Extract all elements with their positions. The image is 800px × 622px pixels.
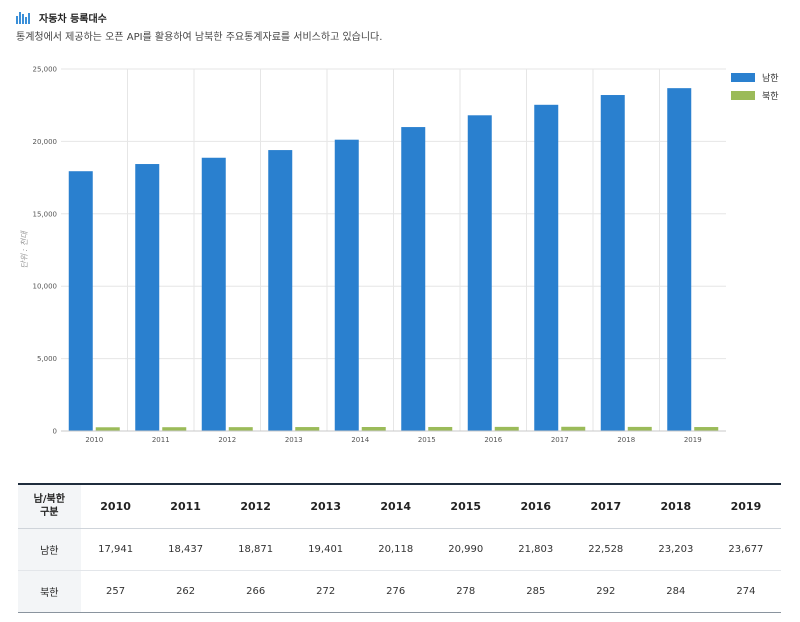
stub-header-line-1: 남/북한 (33, 494, 65, 506)
bar-north[interactable] (361, 427, 386, 431)
x-tick-label: 2013 (285, 436, 303, 444)
bar-south[interactable] (467, 115, 492, 432)
table-column-header: 2019 (710, 483, 781, 529)
y-tick-label: 20,000 (33, 138, 58, 146)
table-column-header: 2017 (570, 483, 641, 529)
bar-north[interactable] (561, 426, 586, 431)
bar-north[interactable] (494, 426, 519, 431)
bar-chart-icon (16, 12, 30, 24)
chart-bars (68, 88, 719, 432)
table-column-header: 2012 (220, 483, 291, 529)
table-cell: 17,941 (80, 528, 151, 571)
x-tick-label: 2015 (418, 436, 436, 444)
bar-south[interactable] (201, 157, 226, 431)
table-row-label: 북한 (18, 570, 81, 613)
y-tick-label: 10,000 (33, 283, 58, 291)
y-tick-label: 5,000 (37, 355, 57, 363)
table-cell: 284 (640, 570, 711, 613)
bar-north[interactable] (162, 427, 187, 431)
bar-south[interactable] (401, 127, 426, 432)
bar-north[interactable] (694, 427, 719, 431)
table-cell: 18,871 (220, 528, 291, 571)
x-tick-label: 2014 (351, 436, 369, 444)
table-cell: 278 (430, 570, 501, 613)
y-axis-label: 단위 : 천대 (20, 230, 29, 269)
table-cell: 292 (570, 570, 641, 613)
title-row: 자동차 등록대수 (16, 9, 786, 25)
table-cell: 262 (150, 570, 221, 613)
legend-label[interactable]: 북한 (762, 91, 779, 102)
x-tick-label: 2017 (551, 436, 569, 444)
x-tick-label: 2012 (218, 436, 236, 444)
x-tick-label: 2016 (484, 436, 502, 444)
bar-north[interactable] (428, 426, 453, 431)
bar-north[interactable] (95, 427, 120, 431)
x-tick-label: 2018 (617, 436, 635, 444)
table-column-header: 2011 (150, 483, 221, 529)
page-description: 통계청에서 제공하는 오픈 API를 활용하여 남북한 주요통계자료를 서비스하… (16, 32, 383, 43)
table-cell: 285 (500, 570, 571, 613)
bar-south[interactable] (667, 88, 692, 431)
table-column-header: 2016 (500, 483, 571, 529)
table-row: 북한 257 262 266 272 276 278 285 292 284 274 (18, 570, 781, 613)
table-column-header: 2014 (360, 483, 431, 529)
table-body: 남한 17,941 18,437 18,871 19,401 20,118 20,990 21… (18, 528, 781, 613)
table-row-label: 남한 (18, 528, 81, 571)
table-cell: 21,803 (500, 528, 571, 571)
legend-swatch[interactable] (731, 73, 755, 82)
page-title: 자동차 등록대수 (39, 13, 107, 25)
legend-swatch[interactable] (731, 91, 755, 100)
chart-grid (61, 68, 726, 431)
bar-south[interactable] (534, 104, 559, 432)
bar-south[interactable] (334, 139, 359, 432)
table-cell: 257 (80, 570, 151, 613)
table-column-header: 2010 (80, 483, 151, 529)
table-cell: 19,401 (290, 528, 361, 571)
table-cell: 23,203 (640, 528, 711, 571)
table-column-header: 2013 (290, 483, 361, 529)
page-header: 자동차 등록대수 통계청에서 제공하는 오픈 API를 활용하여 남북한 주요통… (16, 9, 786, 43)
bar-north[interactable] (627, 426, 652, 431)
bar-north[interactable] (228, 427, 253, 431)
chart-axes: 0 5,000 10,000 15,000 20,000 25,000 2010 2011 20… (33, 66, 726, 444)
x-tick-label: 2011 (152, 436, 170, 444)
table-column-header: 2015 (430, 483, 501, 529)
table-cell: 20,990 (430, 528, 501, 571)
bar-south[interactable] (135, 164, 160, 432)
bar-south[interactable] (68, 171, 93, 431)
table-cell: 22,528 (570, 528, 641, 571)
bar-chart: 0 5,000 10,000 15,000 20,000 25,000 2010 2011 20… (20, 66, 779, 445)
table-cell: 276 (360, 570, 431, 613)
y-tick-label: 25,000 (33, 66, 58, 74)
table-row: 남한 17,941 18,437 18,871 19,401 20,118 20,990 21… (18, 528, 781, 571)
bar-north[interactable] (295, 427, 320, 431)
table-cell: 274 (710, 570, 781, 613)
table-header-row: 남/북한 구분 2010 2011 2012 2013 2014 2015 2016 2017… (18, 483, 781, 529)
bar-south[interactable] (268, 150, 293, 431)
x-tick-label: 2019 (684, 436, 702, 444)
table-cell: 272 (290, 570, 361, 613)
y-tick-label: 15,000 (33, 210, 58, 218)
table-cell: 266 (220, 570, 291, 613)
table-cell: 18,437 (150, 528, 221, 571)
table-cell: 23,677 (710, 528, 781, 571)
legend-label[interactable]: 남한 (762, 73, 779, 84)
table-cell: 20,118 (360, 528, 431, 571)
table-stub-header: 남/북한 구분 (18, 483, 81, 529)
data-table: 남/북한 구분 2010 2011 2012 2013 2014 2015 2016 2017… (18, 483, 781, 613)
y-tick-label: 0 (53, 428, 57, 436)
table-column-header: 2018 (640, 483, 711, 529)
bar-south[interactable] (600, 95, 625, 431)
stub-header-line-2: 구분 (40, 507, 59, 519)
x-tick-label: 2010 (85, 436, 103, 444)
